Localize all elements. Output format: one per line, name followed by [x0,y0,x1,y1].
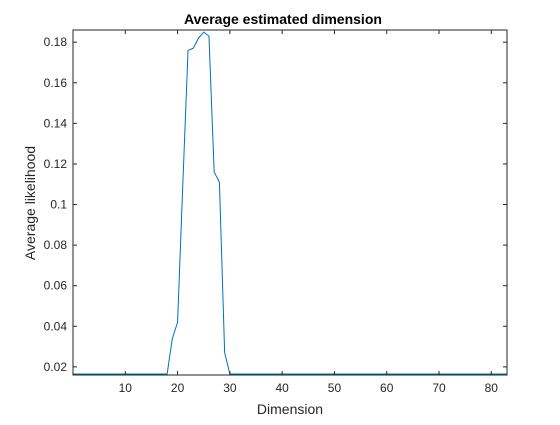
x-tick-label: 50 [328,381,342,395]
y-tick-label: 0.16 [44,76,68,90]
plot-area: 10 20 30 40 50 60 70 80 0.02 0.04 0.06 0.08 0.1 0.12… [44,29,508,395]
series-line [73,31,507,375]
y-axis-label: Average likelihood [22,146,38,260]
x-axis-ticks: 10 20 30 40 50 60 70 80 [119,30,499,395]
x-tick-label: 30 [223,381,237,395]
y-tick-label: 0.1 [50,198,67,212]
y-tick-label: 0.12 [44,157,68,171]
y-tick-label: 0.14 [44,116,68,130]
chart-title: Average estimated dimension [184,11,382,27]
x-tick-label: 80 [485,381,499,395]
y-tick-label: 0.08 [44,238,68,252]
series-group [73,31,507,375]
x-tick-label: 20 [171,381,185,395]
y-axis-ticks: 0.02 0.04 0.06 0.08 0.1 0.12 0.14 0.16 0.18 [44,35,507,374]
x-tick-label: 40 [275,381,289,395]
y-tick-label: 0.02 [44,360,68,374]
x-tick-label: 60 [380,381,394,395]
y-tick-label: 0.06 [44,279,68,293]
axes-box [72,29,508,376]
x-tick-label: 70 [432,381,446,395]
x-axis-label: Dimension [257,401,323,417]
x-tick-label: 10 [119,381,133,395]
y-tick-label: 0.04 [44,319,68,333]
y-tick-label: 0.18 [44,35,68,49]
